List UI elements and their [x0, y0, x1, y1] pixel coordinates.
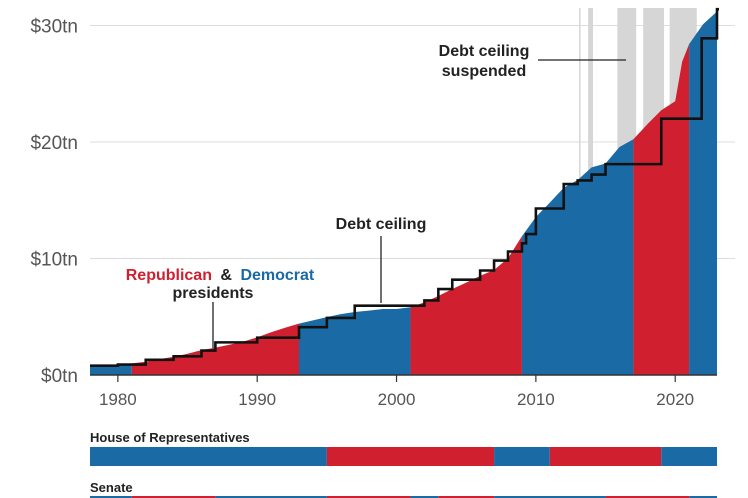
x-tick-label: 1990: [238, 390, 276, 409]
senate-segment-republican-1: [131, 496, 216, 498]
senate-segment-republican-7: [605, 496, 690, 498]
y-tick-label: $0tn: [41, 366, 78, 387]
suspended-label-line2: suspended: [442, 63, 526, 80]
senate-segment-democrat-4: [410, 496, 439, 498]
republican-legend-word: Republican: [126, 267, 212, 284]
y-axis: $0tn $10tn $20tn $30tn: [30, 16, 78, 387]
debt-area-democrat-6: [689, 11, 717, 375]
senate-band: [90, 496, 717, 498]
senate-segment-democrat-8: [689, 496, 717, 498]
house-segment-republican-1: [326, 447, 495, 466]
senate-segment-democrat-2: [215, 496, 327, 498]
x-tick-label: 2000: [378, 390, 416, 409]
debt-area-republican-5: [633, 44, 690, 375]
debt-ceiling-line: [90, 7, 719, 367]
debt-area-layer: [90, 11, 717, 376]
senate-segment-democrat-6: [494, 496, 606, 498]
presidents-legend-line1: Republican & Democrat: [126, 267, 315, 284]
senate-label: Senate: [90, 480, 133, 495]
y-tick-label: $20tn: [30, 133, 78, 154]
presidents-legend-line2: presidents: [173, 285, 254, 302]
x-tick-label: 1980: [99, 390, 137, 409]
debt-area-republican-3: [410, 236, 522, 375]
senate-segment-republican-3: [326, 496, 411, 498]
house-segment-democrat-0: [90, 447, 327, 466]
senate-segment-republican-5: [438, 496, 495, 498]
x-tick-label: 2020: [656, 390, 694, 409]
house-segment-democrat-2: [494, 447, 550, 466]
house-band: [90, 447, 717, 466]
y-tick-label: $30tn: [30, 16, 78, 37]
ampersand: &: [220, 267, 232, 284]
senate-segment-democrat-0: [90, 496, 132, 498]
congress-bands: House of Representatives Senate: [90, 430, 717, 498]
annotation-layer: Debt ceiling Debt ceiling suspended Repu…: [126, 43, 626, 348]
debt-ceiling-label: Debt ceiling: [336, 216, 427, 233]
x-axis: 1980 1990 2000 2010 2020: [99, 375, 694, 409]
debt-area-democrat-4: [521, 139, 634, 375]
house-label: House of Representatives: [90, 430, 250, 445]
x-tick-label: 2010: [517, 390, 555, 409]
house-segment-democrat-4: [661, 447, 717, 466]
democrat-legend-word: Democrat: [240, 267, 314, 284]
y-tick-label: $10tn: [30, 249, 78, 270]
suspended-label-line1: Debt ceiling: [439, 43, 530, 60]
ceiling-layer: [90, 7, 719, 367]
house-segment-republican-3: [549, 447, 662, 466]
